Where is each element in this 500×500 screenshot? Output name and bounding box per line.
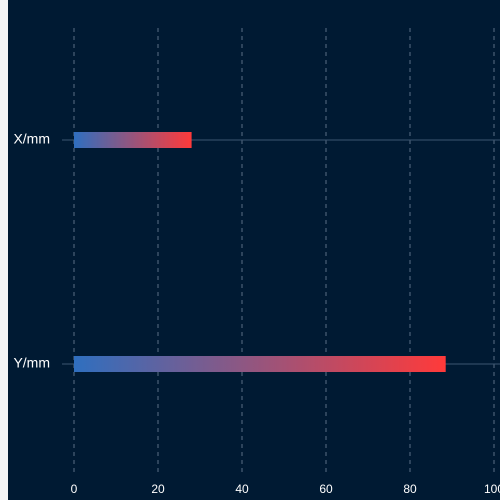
x-tick-label: 40 [235,482,249,496]
x-tick-label: 100 [484,482,500,496]
y-tick-label: X/mm [13,131,50,147]
x-tick-label: 0 [71,482,78,496]
plot-background [8,0,500,500]
y-tick-label: Y/mm [13,355,50,371]
bar [74,356,446,372]
x-tick-label: 80 [403,482,417,496]
x-tick-label: 60 [319,482,333,496]
bar [74,132,192,148]
x-tick-label: 20 [151,482,165,496]
